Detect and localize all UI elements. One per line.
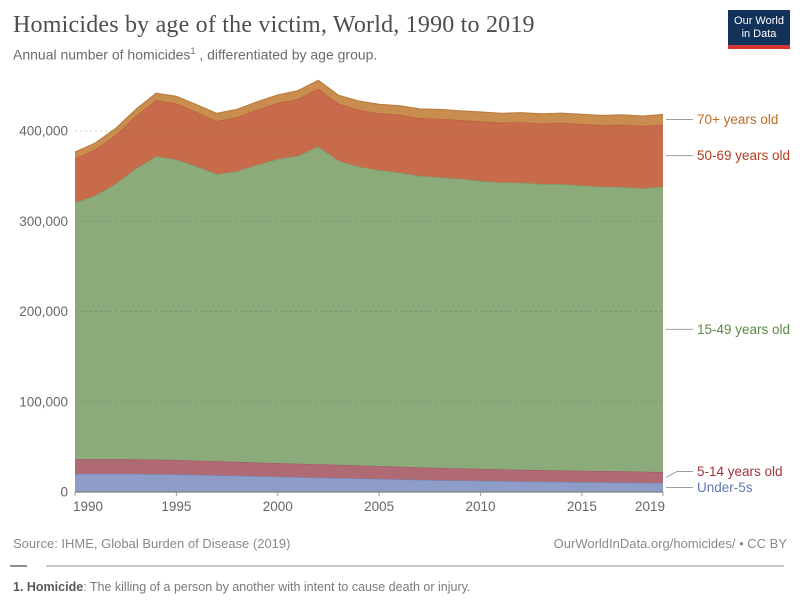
chart-header: Homicides by age of the victim, World, 1… xyxy=(13,10,790,63)
x-tick-label: 2005 xyxy=(364,499,394,513)
footnote-reference[interactable]: 1 xyxy=(190,46,196,56)
chart-footer: Source: IHME, Global Burden of Disease (… xyxy=(10,532,787,594)
series-label-5-14-years-old[interactable]: 5-14 years old xyxy=(697,464,783,479)
y-tick-label: 300,000 xyxy=(19,214,68,229)
area-5-14-years-old[interactable] xyxy=(75,459,663,483)
area-70-years-old[interactable] xyxy=(75,80,663,159)
x-tick-label: 1995 xyxy=(161,499,191,513)
area-edge-70-years-old xyxy=(74,79,664,153)
series-label-15-49-years-old[interactable]: 15-49 years old xyxy=(697,322,790,337)
area-15-49-years-old[interactable] xyxy=(75,146,663,473)
subtitle-text-suffix: , differentiated by age group. xyxy=(195,46,378,63)
area-edge-50-69-years-old xyxy=(74,88,664,160)
y-tick-label: 100,000 xyxy=(19,394,68,409)
owid-logo[interactable]: Our World in Data xyxy=(728,10,790,49)
series-label-50-69-years-old[interactable]: 50-69 years old xyxy=(697,148,790,163)
series-label-under-5s[interactable]: Under-5s xyxy=(697,480,753,495)
area-under-5s[interactable] xyxy=(75,473,663,492)
x-tick-label: 2010 xyxy=(465,499,495,513)
source-text: Source: IHME, Global Burden of Disease (… xyxy=(13,536,291,551)
subtitle-text: Annual number of homicides xyxy=(13,46,191,63)
x-tick-label: 1990 xyxy=(73,499,103,513)
footnote-term: 1. Homicide xyxy=(13,580,84,594)
area-50-69-years-old[interactable] xyxy=(75,88,663,203)
x-tick-label: 2019 xyxy=(635,499,665,513)
y-tick-label: 0 xyxy=(60,485,68,500)
attribution-link[interactable]: OurWorldInData.org/homicides/ • CC BY xyxy=(553,536,787,551)
y-tick-label: 200,000 xyxy=(19,304,68,319)
logo-red-stripe xyxy=(728,45,790,49)
x-tick-label: 2000 xyxy=(263,499,293,513)
chart-title: Homicides by age of the victim, World, 1… xyxy=(13,12,535,38)
logo-line2: in Data xyxy=(741,28,777,40)
divider-dash xyxy=(10,565,27,567)
footnote-definition: : The killing of a person by another wit… xyxy=(83,580,471,594)
logo-line1: Our World xyxy=(734,15,784,27)
footnote-text: 1. Homicide: The killing of a person by … xyxy=(13,580,787,594)
chart-subtitle: Annual number of homicides1 , differenti… xyxy=(13,46,790,63)
chart-svg[interactable]: 0 100,000 200,000 300,000 400,000 1990 1995 200… xyxy=(0,68,800,514)
series-label-70-years-old[interactable]: 70+ years old xyxy=(697,112,778,127)
footer-divider xyxy=(10,565,787,568)
x-tick-label: 2015 xyxy=(567,499,597,513)
stacked-area-chart[interactable]: 0 100,000 200,000 300,000 400,000 1990 1995 200… xyxy=(0,68,800,514)
divider-line xyxy=(46,565,784,567)
y-tick-label: 400,000 xyxy=(19,124,68,139)
label-leader-line-5-14-years-old xyxy=(665,470,693,478)
